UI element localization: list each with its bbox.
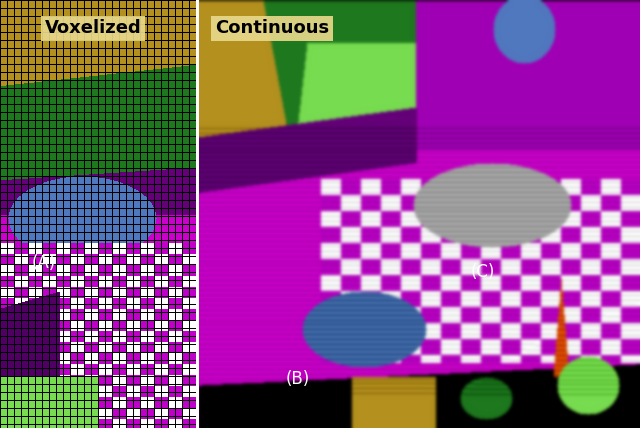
Text: Voxelized: Voxelized [44, 19, 141, 37]
Text: (A): (A) [31, 254, 56, 272]
Text: (B): (B) [285, 370, 310, 388]
Text: Continuous: Continuous [215, 19, 329, 37]
Text: (C): (C) [471, 263, 495, 281]
